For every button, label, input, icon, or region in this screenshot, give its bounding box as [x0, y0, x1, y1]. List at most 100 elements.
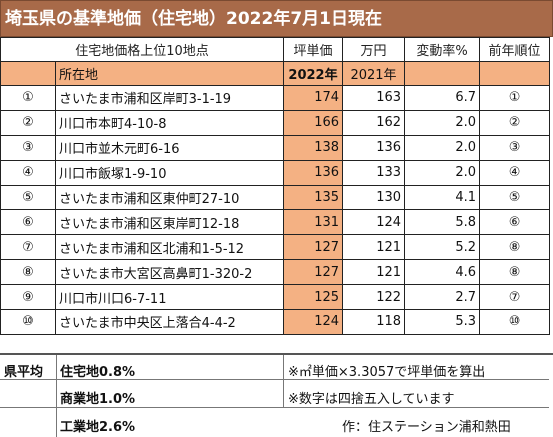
- address-cell: 川口市飯塚1-9-10: [54, 159, 285, 186]
- change-rate-cell: 6.7: [404, 85, 481, 111]
- change-rate-header: 変動率%: [404, 37, 481, 62]
- prev-rank-cell: ⑩: [479, 309, 551, 335]
- change-rate-cell: 2.7: [404, 284, 481, 311]
- prev-rank-header: 前年順位: [479, 37, 551, 62]
- divider: [0, 407, 549, 408]
- price-2021-cell: 130: [342, 184, 406, 211]
- price-2021-cell: 121: [342, 234, 406, 261]
- table-row: ① さいたま市浦和区岸町3-1-19 174 163 6.7 ①: [0, 85, 551, 111]
- price-2022-cell: 138: [283, 134, 344, 161]
- divider: [0, 353, 553, 355]
- blank-cell: [0, 61, 56, 86]
- address-cell: さいたま市浦和区東岸町12-18: [54, 209, 285, 236]
- year-current-header: 2022年: [283, 61, 344, 86]
- header-row: 住宅地価格上位10地点 坪単価 万円 変動率% 前年順位: [0, 37, 551, 62]
- subheader-row: 所在地 2022年 2021年: [0, 61, 551, 86]
- price-2021-cell: 121: [342, 259, 406, 286]
- table-body: ① さいたま市浦和区岸町3-1-19 174 163 6.7 ① ② 川口市本町4-10-8 1…: [0, 85, 551, 335]
- prev-rank-cell: ⑤: [479, 184, 551, 211]
- rounding-note: ※数字は四捨五入しています: [288, 392, 455, 407]
- rank-cell: ③: [0, 134, 56, 161]
- table-row: ⑨ 川口市川口6-7-11 125 122 2.7 ⑦: [0, 284, 551, 311]
- price-2022-cell: 166: [283, 109, 344, 136]
- change-rate-cell: 5.3: [404, 309, 481, 335]
- author-credit: 作：住ステーション浦和熱田: [342, 420, 511, 435]
- table-row: ④ 川口市飯塚1-9-10 136 133 2.0 ④: [0, 159, 551, 186]
- pref-avg-label: 県平均: [4, 365, 44, 380]
- location-header: 所在地: [54, 61, 285, 86]
- ranking-table: 住宅地価格上位10地点 坪単価 万円 変動率% 前年順位 所在地 2022年 2…: [0, 37, 551, 335]
- table-row: ⑩ さいたま市中央区上落合4-4-2 124 118 5.3 ⑩: [0, 309, 551, 335]
- change-rate-cell: 5.8: [404, 209, 481, 236]
- change-rate-cell: 2.0: [404, 109, 481, 136]
- table-row: ⑤ さいたま市浦和区東仲町27-10 135 130 4.1 ⑤: [0, 184, 551, 211]
- rank-cell: ①: [0, 85, 56, 111]
- prev-rank-cell: ③: [479, 134, 551, 161]
- address-cell: さいたま市中央区上落合4-4-2: [54, 309, 285, 335]
- price-2022-cell: 127: [283, 234, 344, 261]
- rank-cell: ⑦: [0, 234, 56, 261]
- residential-avg: 住宅地0.8%: [60, 365, 136, 380]
- calc-note: ※㎡単価×3.3057で坪単価を算出: [288, 365, 486, 380]
- table-row: ⑦ さいたま市浦和区北浦和1-5-12 127 121 5.2 ⑧: [0, 234, 551, 261]
- prev-rank-cell: ⑥: [479, 209, 551, 236]
- price-2021-cell: 162: [342, 109, 406, 136]
- divider: [56, 355, 57, 437]
- change-rate-cell: 5.2: [404, 234, 481, 261]
- address-cell: 川口市川口6-7-11: [54, 284, 285, 311]
- prev-rank-cell: ⑧: [479, 259, 551, 286]
- price-2022-cell: 125: [283, 284, 344, 311]
- unit-header: 万円: [342, 37, 406, 62]
- divider: [283, 355, 284, 407]
- change-rate-cell: 2.0: [404, 134, 481, 161]
- blank-cell: [404, 61, 481, 86]
- prev-rank-cell: ①: [479, 85, 551, 111]
- table-row: ② 川口市本町4-10-8 166 162 2.0 ②: [0, 109, 551, 136]
- rank-cell: ②: [0, 109, 56, 136]
- change-rate-cell: 4.1: [404, 184, 481, 211]
- table-row: ⑥ さいたま市浦和区東岸町12-18 131 124 5.8 ⑥: [0, 209, 551, 236]
- page-title: 埼玉県の基準地価（住宅地）2022年7月1日現在: [0, 0, 553, 37]
- price-2021-cell: 136: [342, 134, 406, 161]
- rank-cell: ⑩: [0, 309, 56, 335]
- rank-cell: ⑤: [0, 184, 56, 211]
- address-cell: さいたま市大宮区高鼻町1-320-2: [54, 259, 285, 286]
- prev-rank-cell: ④: [479, 159, 551, 186]
- divider: [0, 379, 549, 380]
- price-2022-cell: 136: [283, 159, 344, 186]
- address-cell: さいたま市浦和区東仲町27-10: [54, 184, 285, 211]
- price-2021-cell: 124: [342, 209, 406, 236]
- rank-cell: ⑧: [0, 259, 56, 286]
- address-cell: 川口市本町4-10-8: [54, 109, 285, 136]
- price-2021-cell: 133: [342, 159, 406, 186]
- change-rate-cell: 2.0: [404, 159, 481, 186]
- address-cell: さいたま市浦和区岸町3-1-19: [54, 85, 285, 111]
- prev-rank-cell: ⑧: [479, 234, 551, 261]
- price-2022-cell: 127: [283, 259, 344, 286]
- address-cell: 川口市並木元町6-16: [54, 134, 285, 161]
- blank-cell: [479, 61, 551, 86]
- price-2021-cell: 122: [342, 284, 406, 311]
- tsubo-price-header: 坪単価: [283, 37, 344, 62]
- price-2021-cell: 163: [342, 85, 406, 111]
- price-2022-cell: 174: [283, 85, 344, 111]
- ranking-label: 住宅地価格上位10地点: [0, 37, 285, 62]
- industrial-avg: 工業地2.6%: [60, 420, 136, 435]
- rank-cell: ⑨: [0, 284, 56, 311]
- commercial-avg: 商業地1.0%: [60, 392, 136, 407]
- price-2022-cell: 131: [283, 209, 344, 236]
- year-prev-header: 2021年: [342, 61, 406, 86]
- price-2022-cell: 124: [283, 309, 344, 335]
- rank-cell: ⑥: [0, 209, 56, 236]
- table-row: ⑧ さいたま市大宮区高鼻町1-320-2 127 121 4.6 ⑧: [0, 259, 551, 286]
- prev-rank-cell: ⑦: [479, 284, 551, 311]
- footer: 県平均 住宅地0.8% 商業地1.0% 工業地2.6% ※㎡単価×3.3057で…: [0, 355, 553, 437]
- address-cell: さいたま市浦和区北浦和1-5-12: [54, 234, 285, 261]
- table-row: ③ 川口市並木元町6-16 138 136 2.0 ③: [0, 134, 551, 161]
- price-2021-cell: 118: [342, 309, 406, 335]
- rank-cell: ④: [0, 159, 56, 186]
- price-2022-cell: 135: [283, 184, 344, 211]
- prev-rank-cell: ②: [479, 109, 551, 136]
- change-rate-cell: 4.6: [404, 259, 481, 286]
